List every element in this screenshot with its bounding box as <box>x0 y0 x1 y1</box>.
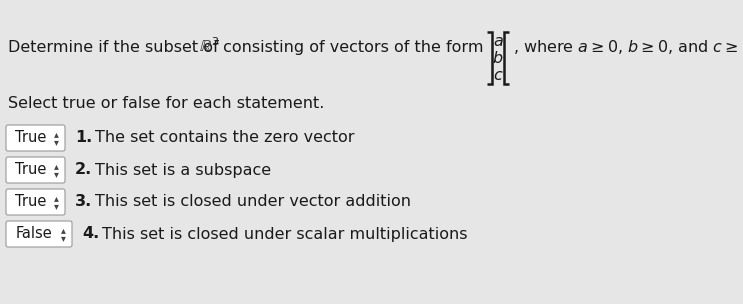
FancyBboxPatch shape <box>6 221 72 247</box>
Text: ▴
▾: ▴ ▾ <box>61 225 65 243</box>
FancyBboxPatch shape <box>6 125 65 151</box>
Text: $a$: $a$ <box>493 33 503 49</box>
Text: True: True <box>16 130 47 146</box>
Text: 3.: 3. <box>75 195 92 209</box>
Text: ▴
▾: ▴ ▾ <box>53 129 59 147</box>
Text: 2.: 2. <box>75 163 92 178</box>
Text: This set is closed under vector addition: This set is closed under vector addition <box>95 195 411 209</box>
Text: $b$: $b$ <box>493 50 504 66</box>
Text: True: True <box>16 195 47 209</box>
Text: This set is closed under scalar multiplications: This set is closed under scalar multipli… <box>102 226 467 241</box>
Text: $\mathbb{R}^3$: $\mathbb{R}^3$ <box>199 36 219 55</box>
Text: consisting of vectors of the form: consisting of vectors of the form <box>218 40 484 55</box>
Text: ▴
▾: ▴ ▾ <box>53 193 59 211</box>
Text: $c$: $c$ <box>493 67 503 82</box>
Text: The set contains the zero vector: The set contains the zero vector <box>95 130 354 146</box>
FancyBboxPatch shape <box>6 189 65 215</box>
Text: , where $a \geq 0$, $b \geq 0$, and $c \geq 0$ is a subspace.: , where $a \geq 0$, $b \geq 0$, and $c \… <box>513 38 743 57</box>
FancyBboxPatch shape <box>6 157 65 183</box>
Text: 1.: 1. <box>75 130 92 146</box>
Text: This set is a subspace: This set is a subspace <box>95 163 271 178</box>
Text: True: True <box>16 163 47 178</box>
Text: Select true or false for each statement.: Select true or false for each statement. <box>8 96 325 111</box>
Text: 4.: 4. <box>82 226 100 241</box>
Text: Determine if the subset of: Determine if the subset of <box>8 40 224 55</box>
Text: False: False <box>16 226 53 241</box>
Text: ▴
▾: ▴ ▾ <box>53 161 59 179</box>
